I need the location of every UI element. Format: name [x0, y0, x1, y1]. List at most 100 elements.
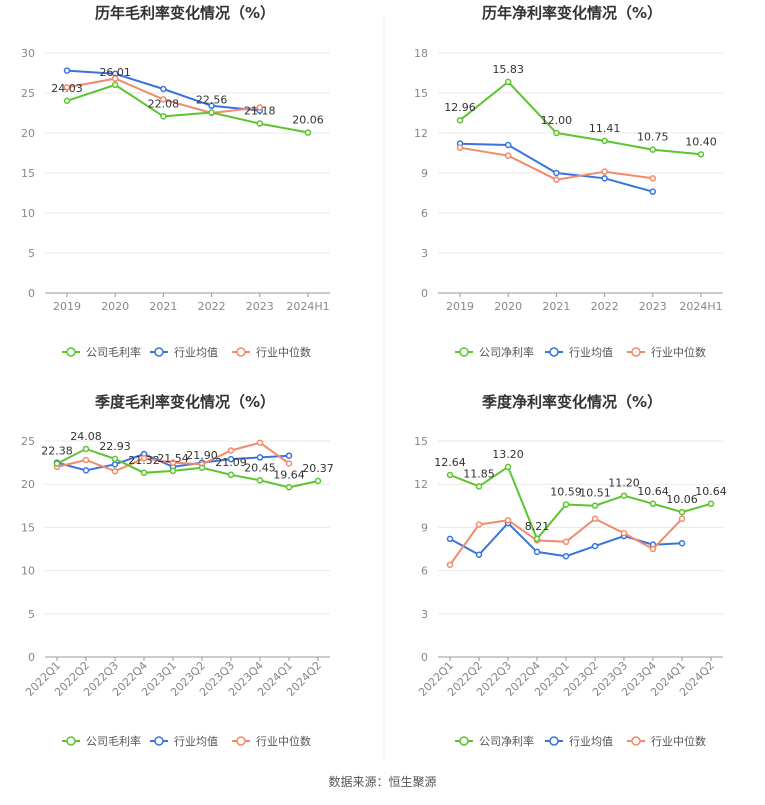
y-tick-label: 6: [421, 565, 428, 578]
y-tick-label: 9: [421, 167, 428, 180]
chart-title: 季度毛利率变化情况（%）: [95, 393, 275, 411]
data-point-company: [208, 109, 215, 116]
data-point-company: [591, 502, 599, 509]
data-point-industry-avg: [446, 535, 454, 543]
y-tick-label: 25: [21, 87, 35, 100]
data-label: 11.20: [608, 477, 640, 490]
legend-marker-icon: [236, 736, 246, 746]
y-tick-label: 30: [21, 47, 35, 60]
data-label: 12.96: [444, 101, 476, 114]
legend-item-industry-avg[interactable]: 行业均值: [545, 735, 613, 748]
legend-label: 公司净利率: [479, 734, 534, 748]
data-point-company: [160, 113, 167, 120]
data-label: 20.06: [292, 114, 324, 127]
legend-item-industry-avg[interactable]: 行业均值: [545, 346, 613, 359]
data-point-industry-avg: [553, 169, 560, 177]
legend-item-industry-median[interactable]: 行业中位数: [627, 734, 706, 748]
data-point-industry-avg: [111, 461, 119, 468]
x-tick-label: 2021: [149, 300, 177, 313]
legend-marker-icon: [459, 347, 469, 357]
data-point-industry-median: [591, 515, 599, 523]
data-point-industry-avg: [601, 175, 608, 182]
data-point-industry-median: [649, 175, 657, 182]
chart-title: 历年毛利率变化情况（%）: [95, 4, 275, 22]
data-point-company: [649, 500, 657, 508]
data-point-industry-median: [111, 75, 119, 82]
data-label: 26.01: [99, 66, 131, 79]
data-point-company: [504, 463, 512, 471]
legend-item-industry-avg[interactable]: 行业均值: [150, 346, 218, 359]
y-tick-label: 20: [21, 478, 35, 491]
data-point-company: [504, 78, 512, 86]
chart-title: 季度净利率变化情况（%）: [482, 393, 662, 411]
legend-marker-icon: [549, 736, 559, 746]
legend-label: 公司净利率: [479, 345, 534, 359]
y-tick-label: 15: [21, 521, 35, 534]
legend-item-company[interactable]: 公司净利率: [455, 345, 534, 359]
data-label: 12.64: [434, 456, 466, 469]
legend-item-company[interactable]: 公司净利率: [455, 734, 534, 748]
data-point-company: [601, 137, 608, 145]
data-point-company: [649, 146, 657, 153]
data-point-industry-avg: [160, 85, 167, 93]
data-point-industry-avg: [475, 551, 483, 559]
y-tick-label: 15: [414, 435, 428, 448]
data-point-industry-avg: [591, 542, 599, 550]
y-tick-label: 10: [21, 565, 35, 578]
legend-item-industry-median[interactable]: 行业中位数: [232, 734, 311, 748]
x-tick-label: 2023: [639, 300, 667, 313]
data-point-industry-avg: [256, 454, 264, 461]
data-point-industry-median: [160, 96, 167, 103]
data-point-industry-median: [82, 456, 90, 464]
data-label: 21.18: [244, 105, 276, 118]
legend-label: 行业中位数: [256, 734, 311, 748]
data-point-industry-median: [475, 521, 483, 528]
legend-marker-icon: [459, 736, 469, 746]
data-label: 12.00: [541, 114, 573, 127]
x-tick-label: 2021: [542, 300, 570, 313]
y-tick-label: 10: [21, 207, 35, 220]
data-label: 24.08: [70, 430, 102, 443]
legend-item-industry-median[interactable]: 行业中位数: [627, 345, 706, 359]
legend-label: 行业中位数: [651, 345, 706, 359]
data-point-industry-median: [601, 168, 608, 175]
legend-item-company[interactable]: 公司毛利率: [62, 734, 141, 748]
legend-item-industry-avg[interactable]: 行业均值: [150, 735, 218, 748]
series-line-company: [449, 465, 712, 541]
data-point-company: [111, 81, 119, 89]
data-point-industry-median: [285, 460, 293, 467]
data-point-industry-median: [446, 561, 454, 569]
chart-panel-3: 季度毛利率变化情况（%）05101520252022Q12022Q22022Q3…: [21, 393, 334, 748]
data-point-industry-avg: [285, 452, 293, 459]
data-label: 10.64: [637, 485, 669, 498]
data-point-industry-median: [111, 467, 119, 475]
legend-label: 行业中位数: [256, 345, 311, 359]
data-point-industry-median: [256, 104, 264, 111]
x-tick-label: 2023: [246, 300, 274, 313]
legend-item-company[interactable]: 公司毛利率: [62, 345, 141, 359]
data-label: 24.03: [51, 82, 83, 95]
y-tick-label: 3: [421, 608, 428, 621]
data-point-industry-avg: [678, 539, 686, 547]
chart-title: 历年净利率变化情况（%）: [482, 4, 662, 22]
y-tick-label: 5: [28, 247, 35, 260]
data-point-company: [446, 471, 454, 479]
data-point-industry-avg: [533, 548, 541, 556]
chart-panel-2: 历年净利率变化情况（%） 0 3 6 9 12 15 18 2019 2020 2021 2022 20…: [414, 4, 723, 359]
x-tick-label: 2024H1: [679, 300, 722, 313]
data-label: 21.09: [215, 456, 247, 469]
data-label: 8.21: [525, 520, 550, 533]
legend-item-industry-median[interactable]: 行业中位数: [232, 345, 311, 359]
data-point-company: [53, 460, 61, 467]
data-label: 11.41: [589, 122, 621, 135]
data-label: 10.64: [695, 485, 727, 498]
legend-label: 行业均值: [174, 346, 218, 359]
legend-marker-icon: [66, 347, 76, 357]
data-label: 21.32: [128, 454, 160, 467]
data-label: 21.54: [157, 452, 189, 465]
chart-panel-4: 季度净利率变化情况（%）036912152022Q12022Q22022Q320…: [414, 393, 727, 748]
y-tick-label: 0: [421, 287, 428, 300]
data-point-company: [227, 471, 235, 479]
data-point-industry-median: [504, 516, 512, 524]
legend-label: 行业均值: [569, 735, 613, 748]
